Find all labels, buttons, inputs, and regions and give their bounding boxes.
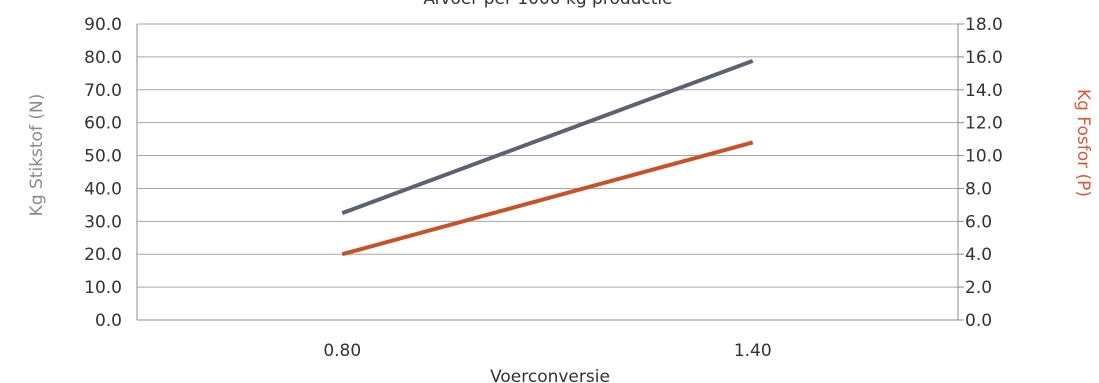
y-right-tick-label: 16.0 [965, 48, 1003, 68]
y-left-tick-label: 90.0 [84, 15, 122, 35]
y-left-tick-label: 40.0 [84, 179, 122, 199]
y-left-tick-label: 80.0 [84, 48, 122, 68]
axes [136, 23, 964, 321]
y-right-tick-label: 6.0 [965, 212, 992, 232]
y-left-tick-label: 70.0 [84, 81, 122, 101]
y-axis-label-left: Kg Stikstof (N) [27, 94, 47, 217]
y-left-tick-label: 10.0 [84, 278, 122, 298]
y-left-tick-label: 0.0 [95, 311, 122, 331]
y-right-tick-label: 2.0 [965, 278, 992, 298]
y-left-tick-label: 50.0 [84, 147, 122, 167]
x-axis-label: Voerconversie [490, 367, 610, 383]
y-left-tick-label: 30.0 [84, 212, 122, 232]
series-line-stikstof [341, 58, 754, 215]
y-right-ticks: 0.0 2.0 4.0 6.0 8.0 10.0 12.0 14.0 16.0 18.0 [965, 15, 1003, 331]
y-axis-label-right: Kg Fosfor (P) [1073, 89, 1093, 197]
gridlines [137, 23, 958, 321]
x-tick-label: 1.40 [734, 341, 772, 361]
y-right-tick-label: 0.0 [965, 311, 992, 331]
y-left-ticks: 0.0 10.0 20.0 30.0 40.0 50.0 60.0 70.0 80.0 90.0 [84, 15, 122, 331]
y-right-tick-label: 4.0 [965, 245, 992, 265]
y-left-tick-label: 20.0 [84, 245, 122, 265]
y-right-tick-label: 8.0 [965, 179, 992, 199]
x-tick-label: 0.80 [323, 341, 361, 361]
series-line-fosfor [341, 140, 754, 257]
y-right-tick-label: 14.0 [965, 81, 1003, 101]
chart-title: Afvoer per 1000 kg productie [423, 0, 672, 9]
y-right-tick-label: 12.0 [965, 114, 1003, 134]
y-right-tick-label: 10.0 [965, 147, 1003, 167]
series-lines [341, 58, 754, 257]
y-right-tick-label: 18.0 [965, 15, 1003, 35]
x-ticks: 0.80 1.40 [323, 341, 771, 361]
y-left-tick-label: 60.0 [84, 114, 122, 134]
